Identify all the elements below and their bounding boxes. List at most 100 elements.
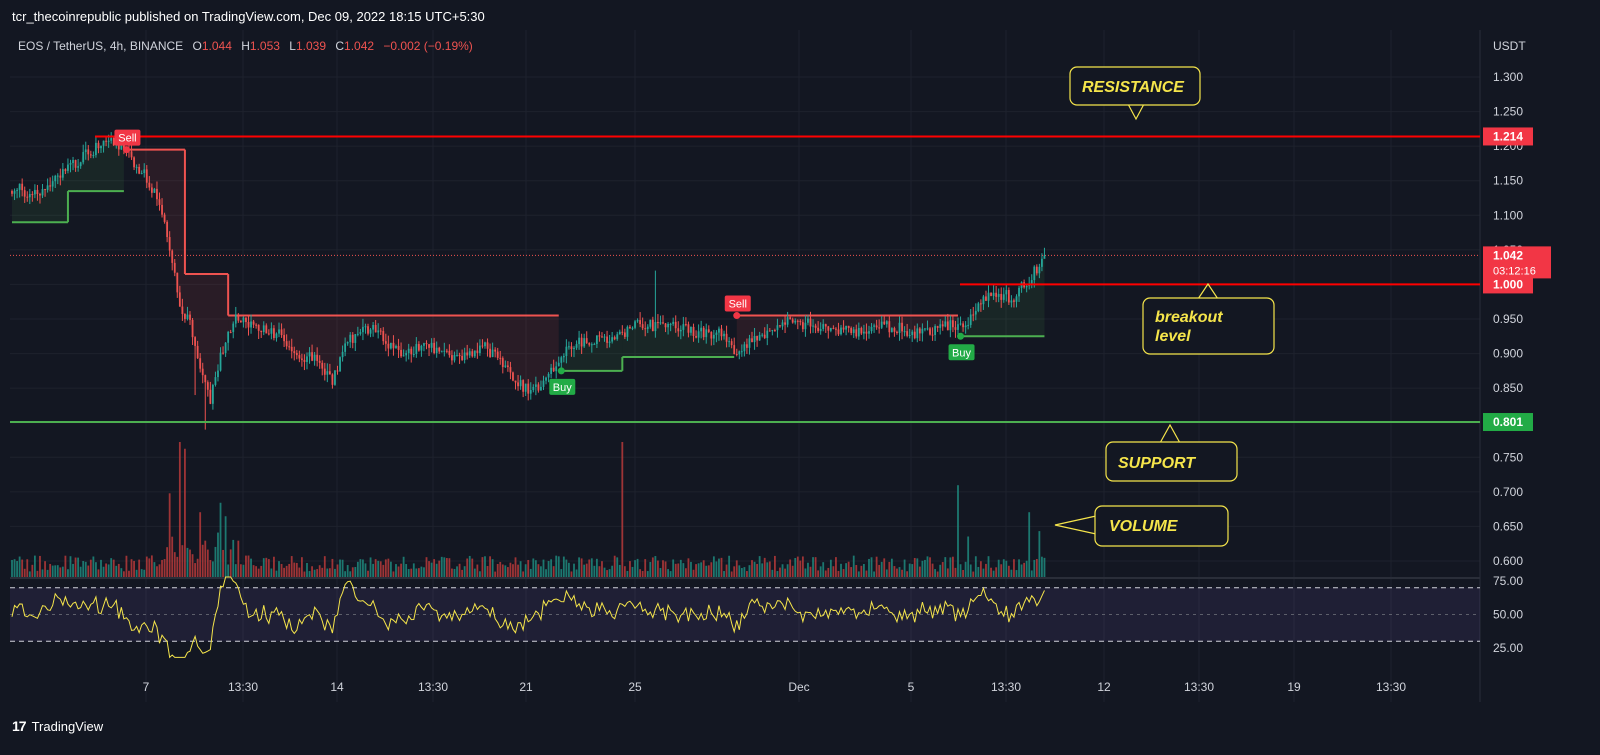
high-value: 1.053 (250, 39, 280, 53)
volume-bar (616, 557, 619, 577)
candle-body (962, 323, 964, 328)
candle-body (913, 331, 916, 339)
volume-bar (639, 569, 642, 577)
annotations: RESISTANCE breakout level SUPPORT VOLUME (1054, 66, 1275, 547)
volume-bar (87, 565, 90, 577)
candle-body (616, 334, 619, 340)
volume-bar (51, 565, 54, 577)
volume-bar (774, 555, 776, 577)
volume-bar (1018, 559, 1020, 577)
volume-bar (804, 568, 807, 577)
volume-bar (283, 567, 286, 577)
candle-body (570, 346, 573, 349)
time-axis[interactable]: 7 13:30 14 13:30 21 25 Dec 5 13:30 12 13:30 19 13:30 (143, 680, 1407, 694)
volume-bar (918, 566, 921, 577)
signal-markers: Sell Buy Sell Buy (114, 129, 975, 395)
chart-background (10, 30, 1480, 702)
price-tick-label: 0.700 (1493, 485, 1523, 499)
volume-bar (303, 571, 306, 577)
candle-body (517, 382, 519, 387)
candle-body (509, 367, 512, 373)
candle-body (451, 355, 453, 361)
volume-bar (979, 561, 982, 577)
price-tick-label: 0.950 (1493, 312, 1523, 326)
time-tick-label: 13:30 (418, 680, 448, 694)
volume-bar (929, 557, 931, 577)
candle-body (557, 362, 560, 367)
price-tick-label: 0.900 (1493, 347, 1523, 361)
volume-bar (583, 564, 586, 577)
volume-bar (954, 567, 957, 577)
volume-bar (95, 562, 97, 577)
volume-bar (845, 563, 848, 577)
candle-body (799, 321, 802, 323)
candle-body (23, 190, 26, 197)
time-tick-label: 21 (519, 680, 533, 694)
signal-badge (114, 129, 141, 146)
volume-bar (674, 563, 677, 577)
candle-body (588, 342, 591, 345)
candle-body (705, 329, 708, 338)
volume-bar (138, 559, 141, 577)
volume-bar (941, 562, 944, 577)
candle-body (270, 328, 273, 334)
volume-bar (837, 570, 840, 577)
volume-bar (896, 568, 898, 577)
candle-body (540, 386, 542, 391)
candle-body (629, 326, 631, 329)
volume-bar (341, 559, 344, 577)
candle-body (412, 353, 415, 355)
candle-body (105, 140, 107, 142)
candle-body (89, 154, 92, 156)
volume-bar (692, 569, 695, 577)
volume-bar (39, 555, 41, 577)
volume-bar (557, 556, 560, 577)
volume-bar (852, 555, 855, 577)
candle-body (664, 323, 667, 328)
volume-bar (875, 556, 878, 577)
candle-body (181, 306, 184, 314)
price-axis[interactable]: 1.3001.2501.2001.1501.1001.0501.0000.950… (1483, 70, 1551, 655)
volume-bar (949, 557, 952, 577)
volume-bar (990, 567, 992, 577)
candle-body (479, 345, 481, 354)
volume-bar (517, 564, 519, 577)
candle-body (201, 368, 204, 376)
candle-body (985, 296, 987, 301)
candle-body (41, 189, 44, 196)
candle-body (860, 327, 863, 334)
candle-body (847, 325, 850, 329)
volume-bar (575, 569, 578, 577)
candle-body (428, 344, 430, 348)
support-callout: SUPPORT (1105, 423, 1238, 482)
candle-body (405, 353, 408, 356)
candle-body (522, 380, 525, 392)
volume-bar (593, 565, 596, 577)
volume-bar (532, 558, 535, 577)
tradingview-logo[interactable]: 17 TradingView (12, 718, 103, 734)
volume-bar (417, 568, 420, 577)
candle-body (682, 324, 685, 330)
candle-body (916, 328, 919, 339)
volume-bar (697, 563, 700, 577)
svg-text:1.000: 1.000 (1493, 277, 1523, 291)
candle-body (273, 328, 275, 339)
candle-body (232, 323, 235, 333)
candle-body (260, 330, 263, 333)
volume-bar (407, 569, 410, 577)
candle-body (440, 351, 443, 353)
volume-bar (494, 571, 497, 577)
candle-body (804, 322, 807, 330)
candle-body (611, 337, 614, 342)
volume-bar (570, 571, 573, 577)
volume-bar (730, 571, 733, 577)
candle-body (445, 350, 448, 352)
volume-bar (377, 560, 380, 577)
candle-body (972, 314, 975, 316)
candle-body (718, 328, 720, 333)
volume-bar (768, 561, 771, 577)
volume-bar (125, 555, 128, 577)
volume-bar (992, 570, 995, 577)
